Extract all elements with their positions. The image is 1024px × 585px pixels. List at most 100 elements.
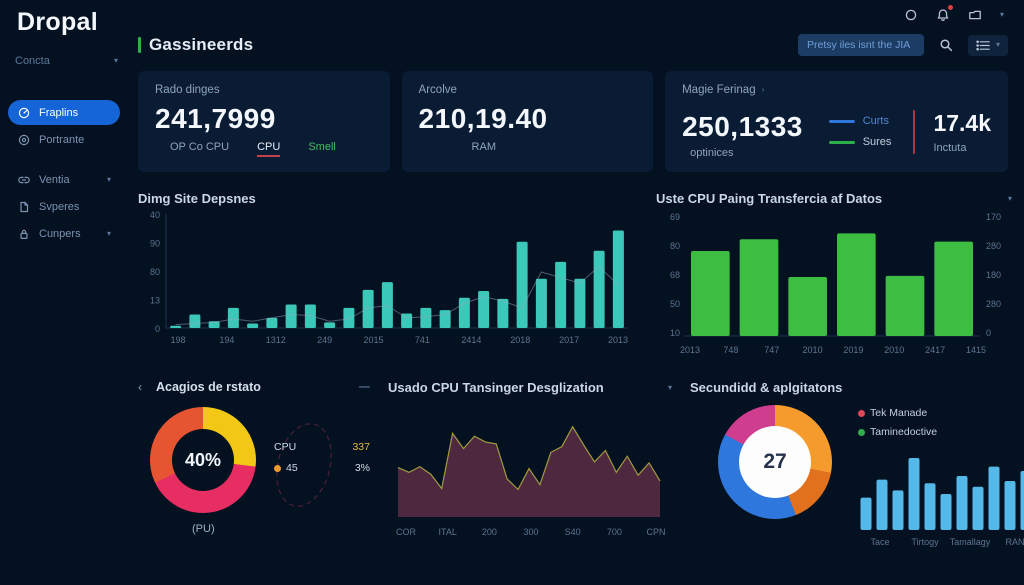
stat-card-label: Magie Ferinag: [682, 84, 756, 96]
stat-secondary-value: 17.4k: [933, 109, 991, 136]
legend-label: Sures: [862, 136, 892, 148]
stat-card-label: Arcolve: [418, 84, 457, 96]
svg-text:249: 249: [317, 335, 332, 345]
svg-text:280: 280: [986, 241, 1001, 251]
stat-sub-label: OP Co CPU: [170, 141, 230, 153]
status-donut-section: ‹ Acagios de rstato — 40% CPU 337 45 3%: [138, 380, 370, 555]
decorative-squiggle: [276, 423, 332, 507]
svg-text:Tamallagy: Tamallagy: [950, 537, 991, 547]
collapse-dash-icon[interactable]: —: [359, 381, 370, 393]
sidebar-item-label: Cunpers: [39, 227, 81, 240]
svg-text:S40: S40: [565, 527, 581, 537]
stat-primary: 250,1333 optinices: [682, 104, 803, 160]
cpu-area-chart: COR ITAL 200 300 S40 700 CPN: [396, 425, 666, 537]
notifications-bell-icon[interactable]: [936, 5, 953, 22]
svg-text:1415: 1415: [966, 345, 986, 355]
svg-text:2013: 2013: [608, 335, 628, 345]
svg-text:2019: 2019: [843, 345, 863, 355]
svg-text:Tace: Tace: [870, 537, 889, 547]
svg-text:741: 741: [415, 335, 430, 345]
section-title: Acagios de rstato: [156, 380, 261, 394]
status-donut-body: 40% CPU 337 45 3%: [138, 407, 370, 513]
workspace-selector[interactable]: Concta ▾: [15, 55, 118, 67]
red-divider: [913, 109, 916, 154]
chevron-left-icon[interactable]: ‹: [138, 380, 142, 394]
svg-text:80: 80: [150, 267, 160, 277]
sidebar-item-svperes[interactable]: Svperes: [8, 194, 120, 219]
donut-center-value: 40%: [184, 449, 222, 470]
red-dot-icon: [858, 409, 865, 417]
legend-value: 3%: [354, 462, 370, 474]
stat-sub-label: RAM: [471, 141, 496, 153]
svg-text:10: 10: [670, 328, 680, 338]
page-title: Gassineerds: [149, 35, 254, 54]
stat-secondary: 17.4k Inctuta: [933, 110, 991, 154]
chart-site-depsnes: Dimg Site Depsnes 40 90 80 13 0 198 194 1312 249…: [138, 191, 638, 363]
site-bars-chart: 40 90 80 13 0 198 194 1312 249 2015 741 2414 2018 201…: [150, 210, 628, 345]
chart-title: Uste CPU Paing Transfercia af Datos: [656, 191, 883, 206]
svg-text:0: 0: [155, 324, 160, 334]
header-actions: ▾: [797, 34, 1008, 56]
sidebar-item-fraplins[interactable]: Fraplins: [8, 100, 120, 125]
security-right: Tek Manade Taminedoctive Tace Tirtogy Tama…: [832, 395, 1024, 555]
svg-text:13: 13: [150, 296, 160, 306]
sidebar-item-cunpers[interactable]: Cunpers ▾: [8, 221, 120, 246]
svg-text:CPN: CPN: [646, 527, 665, 537]
stat-sub-tab-smell[interactable]: Smell: [308, 141, 336, 153]
section-title: Usado CPU Tansinger Desglization: [388, 380, 604, 395]
svg-text:2010: 2010: [803, 345, 823, 355]
folder-icon[interactable]: [968, 7, 983, 22]
svg-text:2017: 2017: [559, 335, 579, 345]
view-options-button[interactable]: ▾: [967, 34, 1008, 56]
stat-card-rado-dinges: Rado dinges 241,7999 OP Co CPU CPU Smell: [138, 71, 390, 172]
stat-card-title-link[interactable]: Magie Ferinag ›: [682, 84, 991, 96]
circle-status-icon[interactable]: [904, 7, 919, 22]
brand-logo[interactable]: Dropal: [17, 8, 98, 36]
charts-row: Dimg Site Depsnes 40 90 80 13 0 198 194 1312 249…: [138, 191, 1012, 363]
search-button[interactable]: [939, 38, 953, 52]
stat-card-value: 241,7999: [155, 103, 276, 134]
gauge-icon: [17, 106, 30, 119]
svg-text:2417: 2417: [925, 345, 945, 355]
topbar-icons: ▾: [904, 5, 1004, 22]
sidebar-item-label: Svperes: [39, 200, 80, 213]
svg-text:ITAL: ITAL: [438, 527, 456, 537]
stat-card-legend: Curts Sures: [828, 115, 892, 148]
sidebar-item-label: Portrante: [39, 133, 85, 146]
svg-text:2010: 2010: [884, 345, 904, 355]
chart-title: Dimg Site Depsnes: [138, 191, 256, 206]
file-icon: [17, 200, 30, 213]
sidebar-item-ventia[interactable]: Ventia ▾: [8, 167, 120, 192]
stat-card-label: Rado dinges: [155, 84, 220, 96]
svg-text:700: 700: [607, 527, 622, 537]
legend-label: Tek Manade: [870, 407, 928, 419]
svg-text:280: 280: [986, 299, 1001, 309]
search-input[interactable]: [797, 34, 924, 56]
legend-value: 337: [352, 441, 370, 453]
section-title: Secundidd & aplgitatons: [690, 380, 843, 395]
search-icon: [940, 39, 953, 52]
sidebar-item-portrante[interactable]: Portrante: [8, 127, 120, 152]
link-icon: [17, 173, 30, 186]
security-section: Secundidd & aplgitatons ▾ 27 Tek Manade …: [690, 380, 1024, 555]
sidebar-item-label: Fraplins: [39, 106, 79, 119]
orange-dot-icon: [274, 464, 281, 472]
svg-text:80: 80: [670, 241, 680, 251]
chevron-down-icon[interactable]: ▾: [999, 9, 1004, 19]
main-content: ▾ Gassineerds ▾ Rado dinges 241,7999: [128, 0, 1024, 585]
svg-text:180: 180: [986, 270, 1001, 280]
stat-sub-tab-cpu[interactable]: CPU: [257, 141, 281, 157]
stat-card-body: 250,1333 optinices Curts Sures 17.4k Inc…: [682, 104, 991, 159]
status-donut-chart: 40%: [150, 407, 256, 513]
cpu-area-section: Usado CPU Tansinger Desglization ▾ COR IT…: [388, 380, 672, 555]
chevron-down-icon[interactable]: ▾: [1007, 193, 1012, 203]
sidebar-nav: Fraplins Portrante Ventia ▾ Svperes Cunp…: [0, 99, 128, 247]
svg-text:RAN: RAN: [1005, 537, 1024, 547]
legend-label: Taminedoctive: [870, 426, 938, 438]
chevron-down-icon[interactable]: ▾: [667, 382, 672, 392]
svg-text:2015: 2015: [364, 335, 384, 345]
chevron-down-icon: ▾: [113, 56, 118, 65]
svg-text:747: 747: [764, 345, 779, 355]
status-donut-legend: CPU 337 45 3%: [274, 441, 370, 513]
legend-label: Curts: [862, 115, 889, 127]
